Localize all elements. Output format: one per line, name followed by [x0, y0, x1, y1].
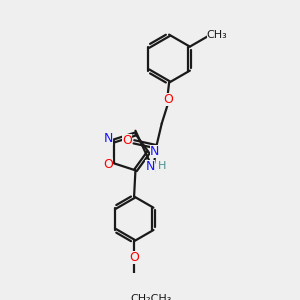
Text: O: O [122, 134, 132, 147]
Text: O: O [103, 158, 113, 171]
Text: N: N [145, 160, 155, 173]
Text: N: N [150, 145, 159, 158]
Text: CH₃: CH₃ [207, 30, 227, 40]
Text: N: N [103, 132, 113, 145]
Text: O: O [163, 93, 173, 106]
Text: H: H [158, 161, 166, 171]
Text: O: O [129, 251, 139, 264]
Text: CH₂CH₃: CH₂CH₃ [130, 294, 172, 300]
